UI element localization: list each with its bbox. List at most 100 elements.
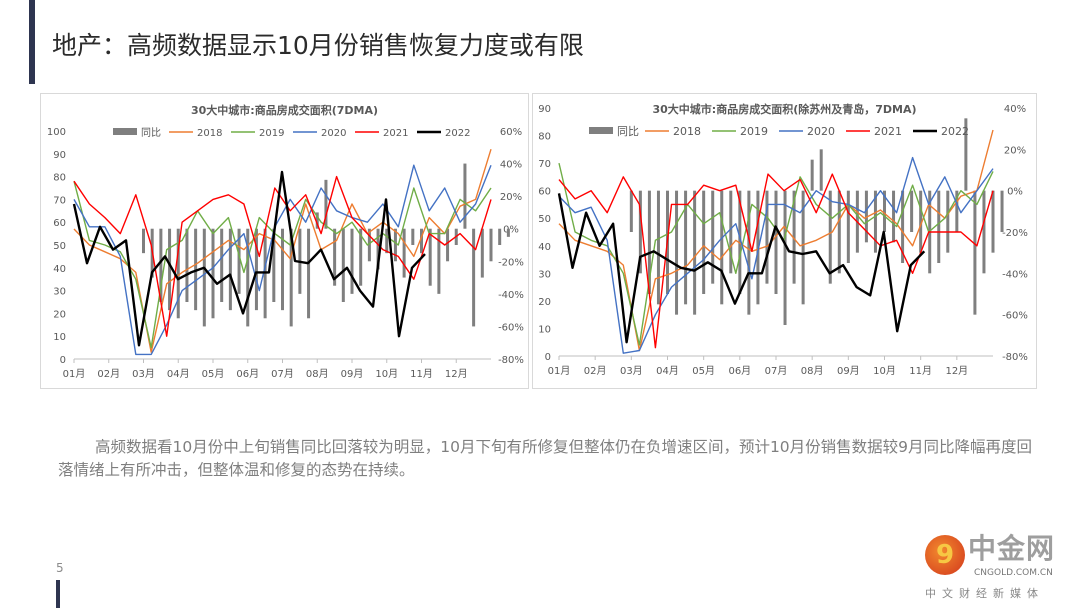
y2-tick-label: 20% bbox=[500, 192, 522, 203]
commentary-paragraph: 高频数据看10月份中上旬销售同比回落较为明显，10月下旬有所修复但整体仍在负增速… bbox=[58, 438, 1033, 479]
yoy-bar bbox=[472, 228, 476, 327]
yoy-bar bbox=[684, 190, 688, 305]
yoy-bar bbox=[901, 190, 905, 263]
series-line-2020 bbox=[73, 164, 492, 356]
legend-label: 2020 bbox=[807, 125, 835, 138]
x-tick-label: 11月 bbox=[909, 365, 932, 377]
yoy-bar bbox=[810, 159, 814, 191]
logo-icon: 9 bbox=[925, 535, 965, 575]
y2-tick-label: -20% bbox=[1002, 228, 1028, 239]
yoy-bar bbox=[729, 190, 733, 274]
yoy-bar bbox=[846, 190, 850, 263]
logo-icon-glyph: 9 bbox=[936, 540, 955, 570]
yoy-bar bbox=[185, 228, 189, 302]
legend-label: 2019 bbox=[740, 125, 768, 138]
yoy-bar bbox=[220, 228, 224, 302]
yoy-bar bbox=[498, 228, 502, 245]
yoy-bar bbox=[720, 190, 724, 305]
x-tick-label: 04月 bbox=[656, 365, 679, 377]
yoy-bar bbox=[629, 190, 633, 232]
cngold-logo: 9 中金网 CNGOLD.COM.CN 中文财经新媒体 bbox=[920, 533, 1080, 608]
yoy-bar bbox=[202, 228, 206, 327]
legend-swatch-yoy bbox=[113, 128, 137, 135]
yoy-bar bbox=[982, 190, 986, 274]
x-tick-label: 07月 bbox=[271, 368, 294, 380]
y-tick-label: 50 bbox=[538, 214, 551, 225]
y-tick-label: 30 bbox=[53, 287, 66, 298]
x-tick-label: 01月 bbox=[548, 365, 571, 377]
y-tick-label: 70 bbox=[53, 195, 66, 206]
yoy-bar bbox=[892, 190, 896, 243]
x-tick-label: 12月 bbox=[945, 365, 968, 377]
yoy-bar bbox=[289, 228, 293, 327]
yoy-bar bbox=[281, 228, 284, 311]
x-tick-label: 09月 bbox=[837, 365, 860, 377]
chart-title: 30大中城市:商品房成交面积(除苏州及青岛，7DMA) bbox=[652, 102, 916, 116]
yoy-bar bbox=[428, 228, 432, 286]
yoy-bar bbox=[254, 228, 258, 311]
yoy-bar bbox=[359, 228, 363, 286]
yoy-bar bbox=[647, 190, 651, 294]
legend-label: 2022 bbox=[445, 128, 470, 139]
chart-svg: 30大中城市:商品房成交面积(除苏州及青岛，7DMA) 0 10 20 30 40 50 60… bbox=[538, 102, 1028, 377]
x-tick-label: 04月 bbox=[167, 368, 190, 380]
y-tick-label: 60 bbox=[538, 187, 551, 198]
yoy-bar bbox=[272, 228, 276, 302]
yoy-bar bbox=[711, 190, 715, 284]
series-line-2021 bbox=[558, 173, 994, 349]
y-tick-label: 50 bbox=[53, 241, 66, 252]
logo-tagline: 中文财经新媒体 bbox=[925, 587, 1044, 600]
y-tick-label: 20 bbox=[53, 309, 66, 320]
yoy-bar bbox=[937, 190, 941, 263]
yoy-bar bbox=[420, 228, 423, 254]
x-tick-label: 07月 bbox=[765, 365, 788, 377]
yoy-bar bbox=[910, 190, 914, 232]
yoy-bar bbox=[211, 228, 215, 319]
x-tick-label: 03月 bbox=[132, 368, 155, 380]
y-tick-label: 20 bbox=[538, 297, 551, 308]
yoy-bar bbox=[159, 228, 163, 302]
x-tick-label: 12月 bbox=[445, 368, 468, 380]
y2-tick-label: 60% bbox=[500, 127, 522, 138]
page-number: 5 bbox=[56, 561, 64, 575]
x-tick-label: 08月 bbox=[306, 368, 329, 380]
y2-tick-label: 40% bbox=[500, 160, 522, 171]
y-tick-label: 90 bbox=[538, 104, 551, 115]
yoy-bar bbox=[675, 190, 679, 315]
x-tick-label: 02月 bbox=[584, 365, 607, 377]
y-tick-label: 30 bbox=[538, 269, 551, 280]
y-tick-label: 0 bbox=[545, 352, 551, 363]
x-tick-label: 02月 bbox=[97, 368, 120, 380]
yoy-bar bbox=[765, 190, 769, 284]
legend-label: 2018 bbox=[197, 128, 222, 139]
yoy-bar bbox=[333, 228, 337, 286]
y-tick-label: 70 bbox=[538, 159, 551, 170]
legend-label: 2018 bbox=[673, 125, 701, 138]
yoy-bar bbox=[964, 118, 968, 191]
yoy-bar bbox=[228, 228, 232, 311]
y-tick-label: 10 bbox=[53, 332, 66, 343]
series-line-2022 bbox=[557, 193, 926, 344]
yoy-bar bbox=[341, 228, 345, 302]
chart-title: 30大中城市:商品房成交面积(7DMA) bbox=[191, 103, 378, 117]
yoy-bar bbox=[656, 190, 660, 305]
y2-tick-label: -40% bbox=[1002, 269, 1028, 280]
yoy-bar bbox=[873, 190, 877, 253]
logo-domain: CNGOLD.COM.CN bbox=[974, 568, 1053, 578]
yoy-bar bbox=[307, 228, 311, 319]
y-tick-label: 80 bbox=[538, 132, 551, 143]
series-line-2020 bbox=[558, 156, 994, 354]
x-tick-label: 09月 bbox=[341, 368, 364, 380]
x-tick-label: 06月 bbox=[236, 368, 259, 380]
y2-tick-label: -80% bbox=[498, 355, 524, 366]
y-tick-label: 40 bbox=[538, 242, 551, 253]
yoy-bar bbox=[774, 190, 778, 294]
y2-tick-label: -60% bbox=[1002, 311, 1028, 322]
yoy-bar bbox=[837, 190, 841, 274]
y-tick-label: 0 bbox=[60, 355, 66, 366]
legend-label: 同比 bbox=[141, 127, 161, 139]
yoy-bar bbox=[883, 190, 886, 232]
yoy-bar bbox=[638, 190, 642, 274]
x-tick-label: 05月 bbox=[202, 368, 225, 380]
yoy-bar bbox=[991, 190, 995, 253]
